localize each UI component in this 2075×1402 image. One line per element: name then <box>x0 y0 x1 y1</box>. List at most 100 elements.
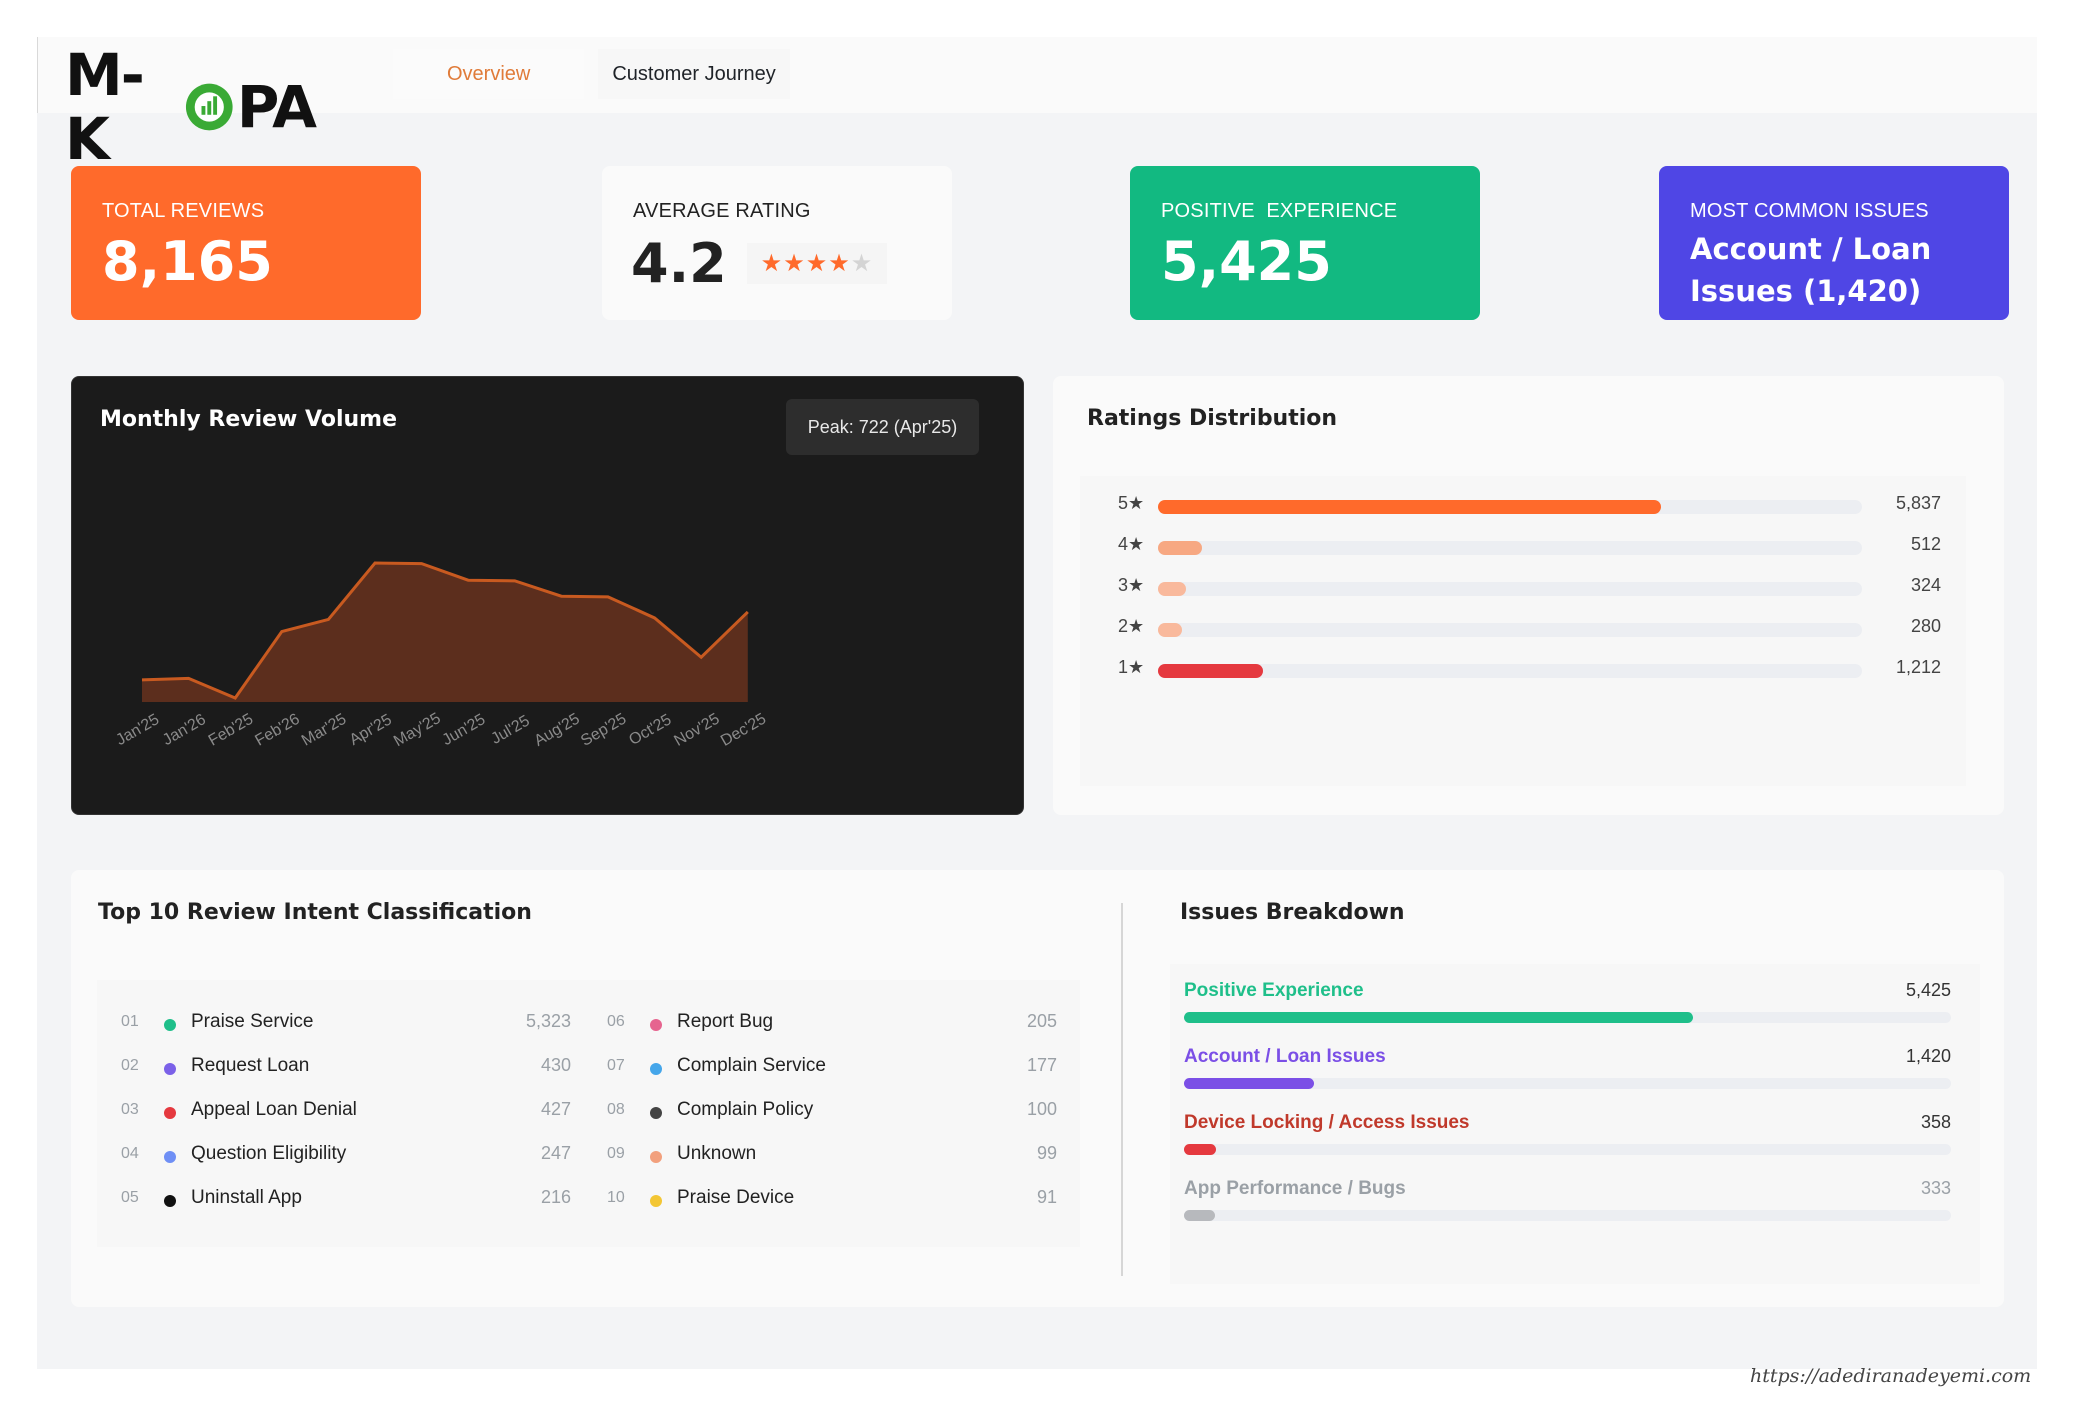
intent-dot-icon <box>164 1195 176 1207</box>
x-tick-label: Dec'25 <box>718 710 769 749</box>
x-tick-label: May'25 <box>391 710 444 750</box>
issue-count: 358 <box>1920 1112 1951 1132</box>
issue-bar <box>1184 1012 1694 1023</box>
intent-dot-icon <box>650 1063 662 1075</box>
rating-label: 2★ <box>1118 616 1145 636</box>
issue-bar-track <box>1184 1210 1951 1221</box>
panel-title: Ratings Distribution <box>1087 406 1338 431</box>
issue-bar <box>1184 1210 1216 1221</box>
rating-count: 512 <box>1910 534 1941 554</box>
issue-item: App Performance / Bugs 333 <box>1184 1178 1951 1228</box>
intent-item: 07 Complain Service 177 <box>607 1055 1057 1083</box>
monthly-volume-chart: Jan'25Jan'26Feb'25Feb'26Mar'25Apr'25May'… <box>113 561 769 750</box>
intent-count: 91 <box>1036 1187 1057 1207</box>
x-tick-label: Jan'25 <box>113 711 162 749</box>
tab-overview[interactable]: Overview <box>393 49 585 99</box>
intent-dot-icon <box>164 1107 176 1119</box>
rating-label: 1★ <box>1118 657 1145 677</box>
issue-bar <box>1184 1144 1217 1155</box>
star-empty-icon: ★ <box>850 250 874 277</box>
issue-name: Device Locking / Access Issues <box>1184 1112 1470 1133</box>
rating-stars: ★★★★★ <box>746 243 888 284</box>
intent-rank: 05 <box>121 1189 139 1206</box>
intent-item: 10 Praise Device 91 <box>607 1187 1057 1215</box>
intent-count: 247 <box>540 1143 571 1163</box>
top-bar: M-K PA Overview Customer Journey <box>37 37 2037 171</box>
intent-count: 205 <box>1026 1011 1057 1031</box>
intent-rank: 09 <box>607 1145 625 1162</box>
star-filled-icon: ★ <box>760 250 784 277</box>
intent-count: 430 <box>540 1055 571 1075</box>
footer-url-link[interactable]: https://adediranadeyemi.com <box>1750 1365 2032 1387</box>
intent-name: Praise Device <box>677 1187 795 1208</box>
volume-plot-area: Jan'25Jan'26Feb'25Feb'26Mar'25Apr'25May'… <box>113 561 769 750</box>
intent-rank: 04 <box>121 1145 139 1162</box>
kpi-label: AVERAGE RATING <box>633 200 811 222</box>
intent-dot-icon <box>650 1107 662 1119</box>
intent-count: 5,323 <box>525 1011 571 1031</box>
kpi-total-reviews: TOTAL REVIEWS 8,165 <box>71 166 421 320</box>
volume-line <box>141 561 749 700</box>
logo-text-right: PA <box>236 73 317 141</box>
intent-rank: 07 <box>607 1057 625 1074</box>
intent-item: 08 Complain Policy 100 <box>607 1099 1057 1127</box>
rating-bar-row: 4★ 512 <box>1080 534 1966 558</box>
kpi-label: MOST COMMON ISSUES <box>1690 200 1929 222</box>
kpi-positive-experience: POSITIVE EXPERIENCE 5,425 <box>1130 166 1480 320</box>
issue-bar-track <box>1184 1144 1951 1155</box>
volume-area <box>142 563 748 702</box>
issue-name: Account / Loan Issues <box>1184 1046 1386 1067</box>
x-tick-label: Jul'25 <box>488 712 532 747</box>
x-tick-label: Apr'25 <box>347 711 395 749</box>
intent-item: 09 Unknown 99 <box>607 1143 1057 1171</box>
rating-bar-track <box>1158 541 1862 555</box>
intent-name: Request Loan <box>191 1055 310 1076</box>
ratings-distribution-chart: 5★ 5,837 4★ 512 3★ 324 2★ 280 1★ 1,212 <box>1080 476 1966 786</box>
intent-title: Top 10 Review Intent Classification <box>98 900 532 925</box>
x-tick-label: Nov'25 <box>671 710 722 749</box>
rating-count: 5,837 <box>1895 493 1941 513</box>
star-filled-icon: ★ <box>828 250 851 277</box>
intent-rank: 03 <box>121 1101 139 1118</box>
intent-count: 216 <box>540 1187 571 1207</box>
issue-bar-track <box>1184 1078 1951 1089</box>
nav-tabs: Overview Customer Journey <box>393 49 790 99</box>
x-tick-label: Oct'25 <box>626 711 674 749</box>
mkopa-logo[interactable]: M-K PA <box>65 43 317 171</box>
x-tick-label: Sep'25 <box>578 710 629 749</box>
intent-rank: 08 <box>607 1101 625 1118</box>
issues-title: Issues Breakdown <box>1180 900 1405 925</box>
kpi-value: Account / Loan Issues (1,420) <box>1690 232 1932 308</box>
rating-bar-row: 3★ 324 <box>1080 575 1966 599</box>
star-filled-icon: ★ <box>783 250 806 277</box>
intent-name: Question Eligibility <box>191 1143 347 1164</box>
intent-name: Report Bug <box>677 1011 774 1032</box>
intent-count: 427 <box>540 1099 571 1119</box>
rating-bar-row: 1★ 1,212 <box>1080 657 1966 681</box>
intent-and-issues-panel: Top 10 Review Intent Classification 01 Pr… <box>71 870 2004 1307</box>
rating-bar-track <box>1158 623 1862 637</box>
volume-plot-group: Jan'25Jan'26Feb'25Feb'26Mar'25Apr'25May'… <box>113 561 769 750</box>
section-divider <box>1121 903 1123 1276</box>
intent-rank: 10 <box>607 1189 625 1206</box>
intent-dot-icon <box>164 1019 176 1031</box>
logo-text-left: M-K <box>65 41 145 173</box>
star-filled-icon: ★ <box>805 250 829 277</box>
issue-name: App Performance / Bugs <box>1184 1178 1406 1199</box>
kpi-value: 5,425 <box>1161 230 1332 293</box>
issue-bar <box>1184 1078 1315 1089</box>
kpi-label: TOTAL REVIEWS <box>102 200 265 222</box>
kpi-most-common-issues: MOST COMMON ISSUES Account / Loan Issues… <box>1659 166 2009 320</box>
intent-item: 02 Request Loan 430 <box>121 1055 571 1083</box>
tab-customer-journey[interactable]: Customer Journey <box>598 49 790 99</box>
peak-badge: Peak: 722 (Apr'25) <box>786 399 979 455</box>
x-tick-label: Feb'26 <box>252 711 303 750</box>
rating-count: 280 <box>1910 616 1941 636</box>
intent-rank: 01 <box>121 1013 139 1030</box>
intent-name: Complain Service <box>677 1055 826 1076</box>
rating-bar <box>1158 541 1203 555</box>
intent-rank: 06 <box>607 1013 625 1030</box>
intent-count: 99 <box>1036 1143 1057 1163</box>
intent-item: 03 Appeal Loan Denial 427 <box>121 1099 571 1127</box>
intent-dot-icon <box>650 1151 662 1163</box>
